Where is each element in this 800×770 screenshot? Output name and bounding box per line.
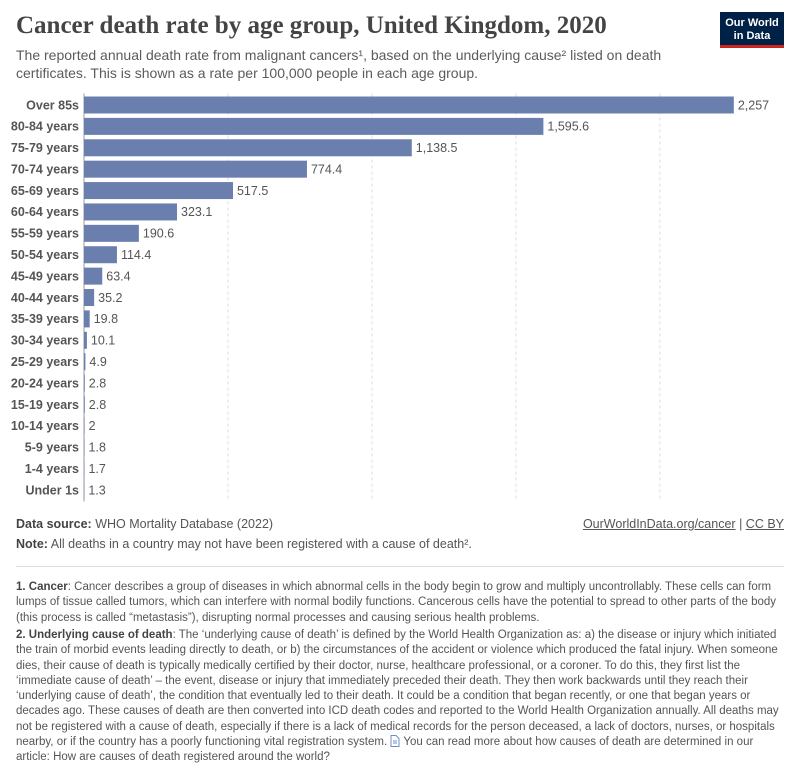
category-label: 70-74 years bbox=[11, 162, 79, 176]
value-label: 2.8 bbox=[89, 376, 106, 390]
bar bbox=[84, 353, 86, 371]
bar bbox=[84, 224, 139, 242]
source-label: Data source: bbox=[16, 517, 92, 531]
value-label: 190.6 bbox=[143, 227, 174, 241]
category-label: 35-39 years bbox=[11, 312, 79, 326]
value-label: 1.3 bbox=[88, 483, 105, 497]
value-label: 19.8 bbox=[94, 312, 118, 326]
bar bbox=[84, 96, 734, 114]
value-label: 2.8 bbox=[89, 398, 106, 412]
value-label: 774.4 bbox=[311, 162, 342, 176]
value-label: 323.1 bbox=[181, 205, 212, 219]
category-label: 75-79 years bbox=[11, 141, 79, 155]
category-label: 15-19 years bbox=[11, 398, 79, 412]
bar bbox=[84, 246, 117, 264]
value-label: 1.8 bbox=[89, 441, 106, 455]
value-label: 1,595.6 bbox=[547, 120, 589, 134]
category-label: 80-84 years bbox=[11, 120, 79, 134]
category-label: 65-69 years bbox=[11, 184, 79, 198]
category-label: 30-34 years bbox=[11, 334, 79, 348]
value-label: 2 bbox=[89, 419, 96, 433]
data-source: Data source: WHO Mortality Database (202… bbox=[16, 517, 273, 531]
category-label: 20-24 years bbox=[11, 376, 79, 390]
bar bbox=[84, 267, 103, 285]
category-label: 45-49 years bbox=[11, 269, 79, 283]
category-label: 55-59 years bbox=[11, 227, 79, 241]
chart-subtitle: The reported annual death rate from mali… bbox=[16, 47, 662, 81]
footer-links: OurWorldInData.org/cancer | CC BY bbox=[583, 517, 784, 531]
logo-text: Our World bbox=[725, 17, 779, 29]
bar bbox=[84, 139, 412, 157]
footnote-text: : Cancer describes a group of diseases i… bbox=[16, 581, 777, 624]
value-label: 10.1 bbox=[91, 334, 115, 348]
logo[interactable]: Our World in Data bbox=[720, 12, 784, 48]
value-label: 2,257 bbox=[738, 98, 769, 112]
category-label: 5-9 years bbox=[25, 441, 79, 455]
bar bbox=[84, 331, 87, 349]
category-label: 50-54 years bbox=[11, 248, 79, 262]
bar bbox=[84, 310, 90, 328]
value-label: 63.4 bbox=[106, 269, 130, 283]
doc-icon bbox=[390, 735, 400, 748]
category-label: 10-14 years bbox=[11, 419, 79, 433]
footnote-more[interactable]: You can read more about how causes of de… bbox=[16, 736, 754, 764]
bar bbox=[84, 417, 85, 435]
category-label: Under 1s bbox=[26, 483, 80, 497]
bar bbox=[84, 160, 307, 178]
footnote: 1. Cancer: Cancer describes a group of d… bbox=[16, 580, 784, 626]
logo-text: in Data bbox=[733, 30, 771, 42]
separator: | bbox=[739, 517, 743, 531]
note-text: All deaths in a country may not have bee… bbox=[50, 537, 472, 551]
value-label: 35.2 bbox=[98, 291, 122, 305]
source-text: WHO Mortality Database (2022) bbox=[95, 517, 274, 531]
value-label: 1,138.5 bbox=[416, 141, 458, 155]
category-label: 60-64 years bbox=[11, 205, 79, 219]
bar bbox=[84, 289, 95, 307]
bar bbox=[84, 374, 85, 392]
category-label: 25-29 years bbox=[11, 355, 79, 369]
bar bbox=[84, 395, 85, 413]
category-label: 40-44 years bbox=[11, 291, 79, 305]
bar bbox=[84, 182, 233, 200]
chart: Over 85s 2,257 80-84 years 1,595.6 75-79 yea… bbox=[11, 93, 769, 502]
footnote-label: 1. Cancer bbox=[16, 581, 68, 593]
value-label: 114.4 bbox=[121, 248, 151, 262]
license-link[interactable]: CC BY bbox=[745, 517, 784, 531]
value-label: 1.7 bbox=[88, 462, 105, 476]
chart-title: Cancer death rate by age group, United K… bbox=[16, 12, 607, 39]
bar bbox=[84, 203, 178, 221]
value-label: 517.5 bbox=[237, 184, 268, 198]
category-label: Over 85s bbox=[26, 98, 79, 112]
category-label: 1-4 years bbox=[25, 462, 79, 476]
value-label: 4.9 bbox=[89, 355, 106, 369]
bar bbox=[84, 117, 544, 135]
footnote: 2. Underlying cause of death: The ‘under… bbox=[16, 628, 784, 766]
divider bbox=[16, 566, 784, 567]
note: Note: All deaths in a country may not ha… bbox=[16, 537, 472, 551]
note-label: Note: bbox=[16, 537, 48, 551]
footnote-text: : The ‘underlying cause of death’ is def… bbox=[16, 629, 779, 749]
link[interactable]: OurWorldInData.org/cancer bbox=[582, 517, 736, 531]
footnote-label: 2. Underlying cause of death bbox=[16, 629, 173, 641]
bar bbox=[84, 438, 85, 456]
